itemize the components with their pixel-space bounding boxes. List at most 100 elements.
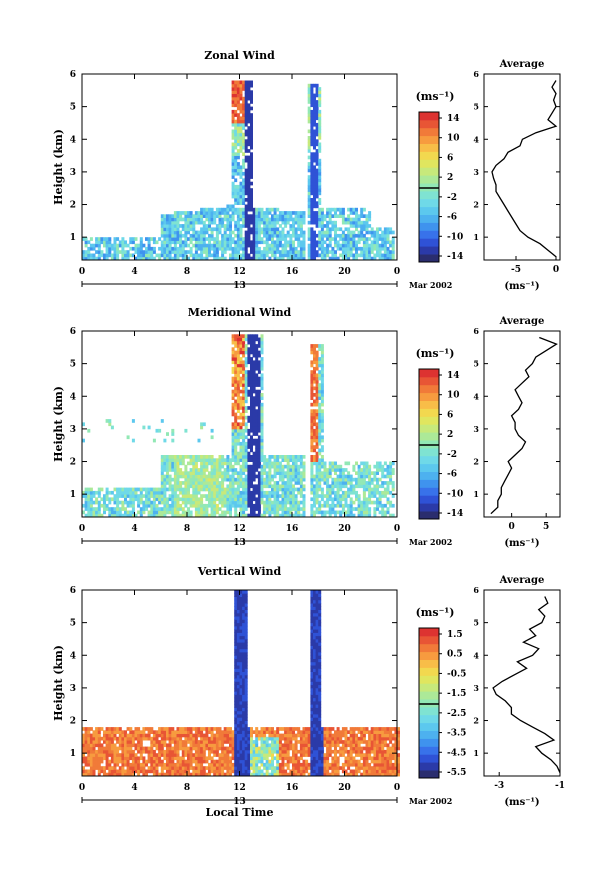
heatmap-cell xyxy=(234,334,238,338)
heatmap-cell xyxy=(176,500,180,505)
heatmap-cell xyxy=(323,481,327,485)
heatmap-cell xyxy=(328,233,332,238)
heatmap-cell xyxy=(299,214,303,218)
heatmap-cell xyxy=(273,510,277,515)
heatmap-cell xyxy=(376,230,379,235)
heatmap-cell xyxy=(318,386,322,391)
heatmap-cell xyxy=(194,507,198,511)
heatmap-cell xyxy=(155,736,159,741)
y-tick-label: 5 xyxy=(70,103,76,113)
heatmap-cell xyxy=(176,762,180,767)
heatmap-cell xyxy=(187,484,190,489)
heatmap-cell xyxy=(281,477,285,482)
heatmap-cell xyxy=(197,769,201,774)
heatmap-cell xyxy=(273,497,277,502)
heatmap-cell xyxy=(271,455,274,459)
heatmap-cell xyxy=(318,415,322,420)
heatmap-cell xyxy=(192,746,196,751)
heatmap-cell xyxy=(383,490,387,495)
heatmap-cell xyxy=(263,468,267,472)
heatmap-cell xyxy=(307,175,311,179)
heatmap-cell xyxy=(236,149,240,153)
heatmap-cell xyxy=(368,490,372,495)
heatmap-cell xyxy=(87,240,91,245)
heatmap-cell xyxy=(336,477,340,482)
heatmap-cell xyxy=(276,227,280,232)
heatmap-cell xyxy=(365,227,369,232)
heatmap-cell xyxy=(252,350,256,355)
heatmap-cell xyxy=(339,233,343,238)
heatmap-cell xyxy=(320,344,324,348)
average-x-tick-label: 0 xyxy=(509,522,515,532)
heatmap-cell xyxy=(255,458,259,462)
heatmap-cell xyxy=(202,749,206,754)
heatmap-cell xyxy=(234,184,238,189)
heatmap-cell xyxy=(310,220,314,225)
heatmap-cell xyxy=(158,256,162,261)
heatmap-cell xyxy=(210,733,214,738)
colorbar-swatch xyxy=(419,432,439,441)
heatmap-cell xyxy=(166,256,169,261)
heatmap-cell xyxy=(239,149,243,153)
heatmap-cell xyxy=(313,250,316,254)
heatmap-cell xyxy=(355,250,358,254)
heatmap-cell xyxy=(202,246,206,251)
heatmap-cell xyxy=(244,704,248,708)
heatmap-cell xyxy=(247,513,251,518)
heatmap-cell xyxy=(121,756,125,761)
heatmap-cell xyxy=(118,740,122,744)
heatmap-cell xyxy=(376,253,379,258)
heatmap-cell xyxy=(89,243,93,248)
heatmap-cell xyxy=(386,474,390,479)
heatmap-cell xyxy=(383,510,387,515)
heatmap-cell xyxy=(289,243,293,248)
heatmap-cell xyxy=(381,474,385,479)
heatmap-cell xyxy=(205,246,209,251)
heatmap-cell xyxy=(194,727,198,731)
heatmap-cell xyxy=(355,243,358,248)
heatmap-cell xyxy=(118,250,122,254)
heatmap-cell xyxy=(265,214,269,218)
heatmap-cell xyxy=(339,246,343,251)
heatmap-cell xyxy=(318,500,322,505)
heatmap-cell xyxy=(142,425,146,430)
heatmap-cell xyxy=(197,733,201,738)
heatmap-cell xyxy=(192,230,196,235)
heatmap-cell xyxy=(181,510,185,515)
heatmap-cell xyxy=(87,250,91,254)
heatmap-cell xyxy=(315,109,319,114)
heatmap-cell xyxy=(139,743,143,748)
heatmap-cell xyxy=(242,477,246,482)
heatmap-cell xyxy=(221,503,225,508)
heatmap-cell xyxy=(331,237,335,241)
heatmap-cell xyxy=(239,658,243,663)
heatmap-cell xyxy=(200,733,204,738)
heatmap-cell xyxy=(331,481,335,485)
heatmap-cell xyxy=(352,487,356,492)
heatmap-cell xyxy=(310,402,314,407)
heatmap-cell xyxy=(265,490,269,495)
average-unit: (ms⁻¹) xyxy=(504,281,539,292)
heatmap-cell xyxy=(97,503,101,508)
heatmap-cell xyxy=(242,220,246,225)
y-tick-label: 3 xyxy=(70,168,76,178)
heatmap-cell xyxy=(163,490,167,495)
heatmap-cell xyxy=(197,458,201,462)
heatmap-cell xyxy=(97,253,101,258)
heatmap-cell xyxy=(176,736,180,741)
heatmap-cell xyxy=(368,497,372,502)
heatmap-cell xyxy=(124,487,127,492)
heatmap-cell xyxy=(250,204,253,209)
heatmap-cell xyxy=(302,250,306,254)
heatmap-cell xyxy=(163,230,167,235)
heatmap-cell xyxy=(281,513,285,518)
heatmap-cell xyxy=(226,458,230,462)
heatmap-cell xyxy=(349,477,353,482)
heatmap-cell xyxy=(257,458,261,462)
heatmap-cell xyxy=(373,237,377,241)
heatmap-cell xyxy=(242,370,246,374)
heatmap-cell xyxy=(137,494,141,498)
heatmap-cell xyxy=(260,211,264,215)
heatmap-cell xyxy=(218,494,222,498)
heatmap-cell xyxy=(244,217,248,222)
